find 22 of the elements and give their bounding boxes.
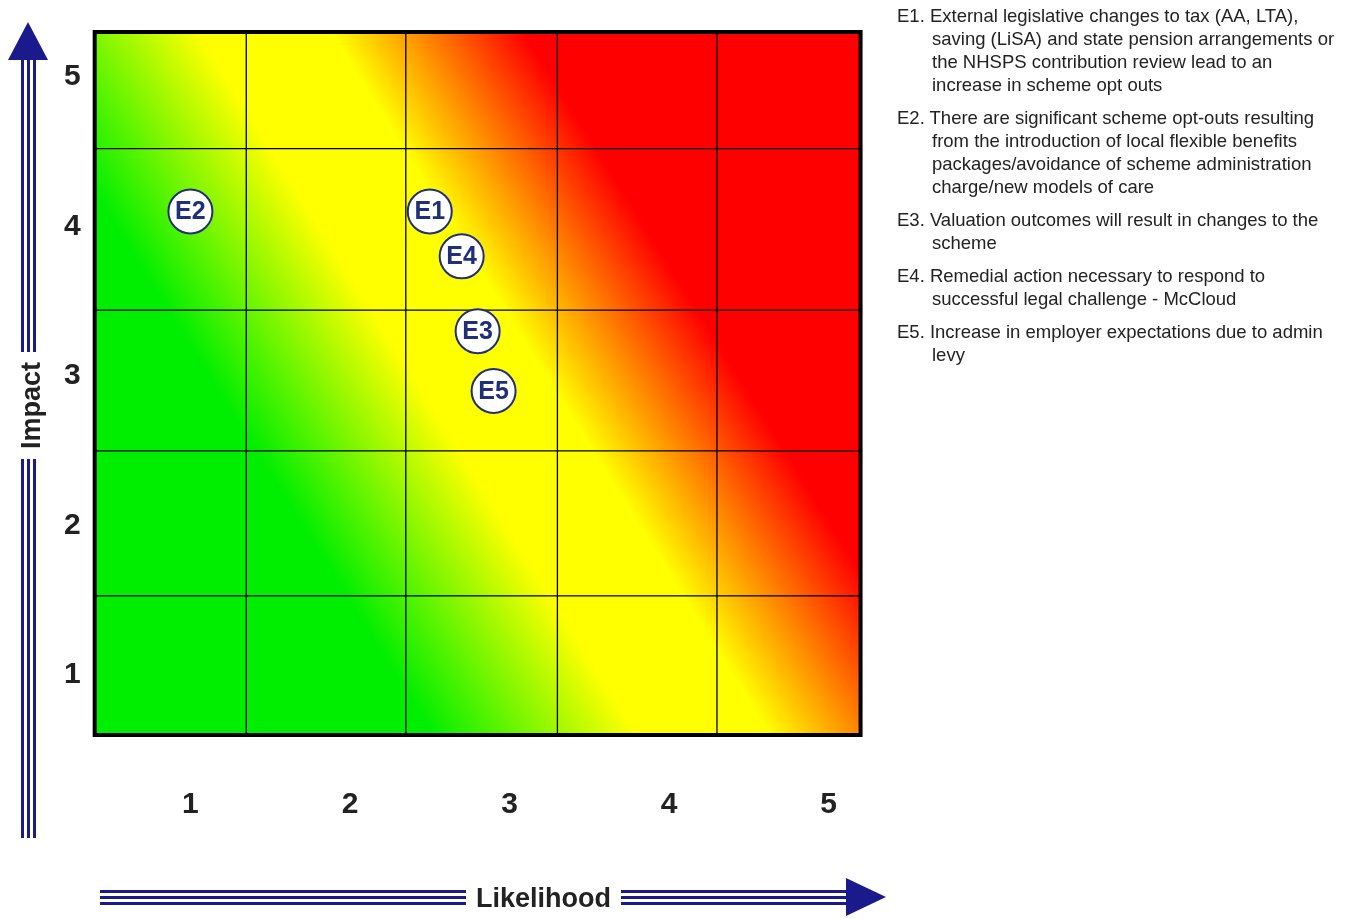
text: E3. Valuation outcomes will result in changes to the scheme	[897, 208, 1320, 254]
y-tick-label: 2	[64, 506, 81, 540]
x-tick-label: 1	[182, 786, 199, 820]
x-tick-label: 3	[501, 786, 518, 820]
annotation: E1	[414, 196, 446, 225]
text: E2. There are significant scheme opt-outs resulting from the introduction of local flexible benefits packages/avoidance of scheme administration charge/new models of care	[897, 106, 1316, 198]
annotation: E3	[462, 316, 493, 345]
x-tick-label: 2	[341, 786, 359, 820]
x-tick-label: 5	[820, 786, 837, 820]
y-tick-label: 1	[64, 656, 81, 690]
annotation: E5	[478, 375, 509, 404]
y-tick-label: 3	[64, 357, 81, 391]
y-tick-label: 4	[64, 207, 81, 241]
text: E5. Increase in employer expectations due to admin levy	[897, 320, 1324, 366]
annotation: E2	[175, 196, 206, 225]
x-tick-label: 4	[660, 786, 678, 820]
x-axis-title: Likelihood	[466, 883, 621, 914]
text: E1. External legislative changes to tax (AA, LTA), saving (LiSA) and state pension arrangements or the NHSPS contribution review lead to an increase in scheme opt outs	[897, 4, 1336, 96]
text: E4. Remedial action necessary to respond to successful legal challenge - McCloud	[897, 264, 1267, 310]
annotation: E4	[446, 241, 478, 270]
y-axis-title: Impact	[16, 351, 48, 460]
y-tick-label: 5	[64, 58, 81, 92]
